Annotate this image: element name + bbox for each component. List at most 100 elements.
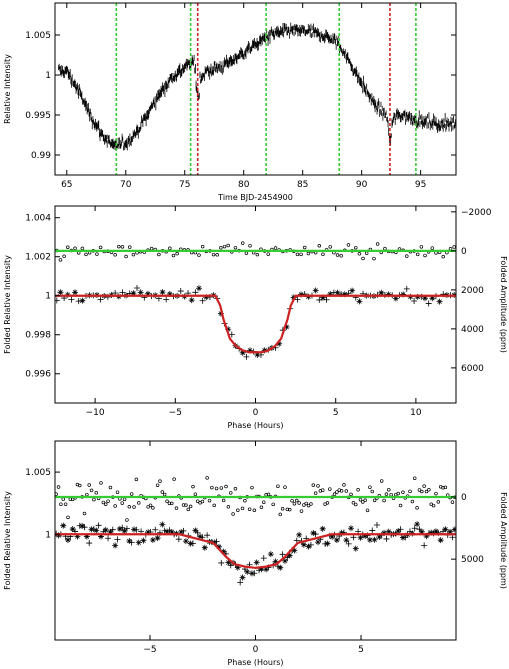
data-point: [184, 503, 188, 507]
data-point: [152, 526, 159, 533]
data-point: [168, 529, 175, 536]
data-point: [213, 538, 220, 545]
right-tick-label: −2000: [461, 208, 492, 218]
x-tick-label: −5: [143, 645, 156, 655]
data-point: [121, 527, 128, 534]
data-point: [276, 484, 280, 488]
data-point: [424, 489, 429, 494]
x-tick-label: 5: [358, 645, 364, 655]
data-point: [361, 500, 365, 504]
x-tick-label: 95: [415, 180, 426, 190]
plot-frame: [54, 440, 457, 641]
data-point: [64, 536, 71, 543]
x-tick-label: 70: [120, 180, 132, 190]
data-point: [311, 483, 316, 487]
data-point: [253, 559, 260, 566]
data-point: [328, 487, 332, 491]
data-point: [69, 526, 76, 533]
data-point: [408, 489, 412, 494]
y-axis-title: Folded Relative Intensity: [3, 255, 12, 354]
data-point: [94, 491, 99, 495]
data-point: [99, 481, 103, 485]
data-point: [252, 508, 257, 512]
data-point: [154, 535, 161, 542]
x-tick-label: 5: [333, 408, 339, 418]
data-point: [151, 506, 155, 510]
data-point: [299, 509, 304, 513]
data-point: [375, 242, 380, 246]
data-point: [423, 253, 427, 258]
data-point: [149, 536, 156, 543]
data-point: [89, 488, 94, 493]
data-point: [201, 544, 208, 551]
y-tick-label: 1: [45, 530, 51, 540]
x-tick-label: 90: [356, 180, 368, 190]
data-point: [344, 489, 349, 493]
data-point: [443, 485, 448, 490]
x-axis-title: Time BJD-2454900: [217, 193, 293, 202]
data-point: [95, 522, 102, 529]
data-point: [278, 512, 283, 517]
data-point: [97, 296, 104, 303]
data-point: [349, 492, 353, 497]
data-point: [411, 525, 418, 532]
data-point: [191, 484, 195, 489]
data-point: [178, 528, 185, 535]
data-point: [436, 500, 441, 504]
data-point: [251, 570, 258, 577]
data-point: [299, 252, 303, 257]
y-axis-title: Folded Relative Intensity: [3, 491, 12, 590]
data-point: [304, 501, 308, 506]
data-point: [306, 251, 311, 256]
data-point: [171, 253, 176, 258]
data-point: [220, 548, 227, 555]
data-point: [452, 245, 456, 249]
data-point: [177, 288, 184, 295]
data-point: [320, 488, 325, 492]
data-point: [125, 518, 129, 522]
data-point: [78, 483, 82, 488]
data-point: [447, 528, 454, 535]
data-point: [366, 536, 373, 543]
data-point: [332, 492, 337, 496]
data-point: [117, 244, 121, 249]
data-point: [195, 499, 200, 503]
data-point: [317, 244, 322, 248]
data-point: [410, 499, 415, 504]
data-point: [81, 524, 88, 531]
data-point: [192, 289, 199, 296]
data-point: [356, 488, 360, 492]
data-point: [271, 502, 275, 507]
data-point: [372, 498, 377, 503]
data-point: [415, 252, 420, 257]
data-point: [204, 532, 211, 539]
data-point: [126, 538, 133, 545]
data-point: [357, 252, 362, 256]
x-tick-label: 80: [238, 180, 250, 190]
data-point: [127, 245, 132, 249]
data-point: [421, 542, 428, 549]
data-point: [225, 326, 232, 333]
data-point: [414, 521, 421, 528]
data-point: [310, 530, 317, 537]
data-point: [194, 529, 201, 536]
plot-frame: [54, 205, 457, 404]
data-point: [144, 290, 151, 297]
data-point: [329, 533, 336, 540]
data-point: [342, 483, 346, 487]
plot-area: [55, 476, 456, 586]
data-point: [112, 542, 119, 549]
data-point: [233, 245, 238, 250]
data-point: [92, 497, 96, 502]
data-point: [254, 351, 261, 358]
data-point: [83, 533, 90, 540]
data-point: [66, 515, 70, 520]
data-point: [442, 526, 449, 533]
data-point: [130, 290, 137, 297]
x-tick-label: 65: [61, 180, 72, 190]
data-point: [160, 490, 165, 494]
data-point: [164, 528, 171, 535]
data-point: [56, 485, 61, 489]
data-point: [415, 506, 419, 510]
data-point: [255, 252, 260, 257]
